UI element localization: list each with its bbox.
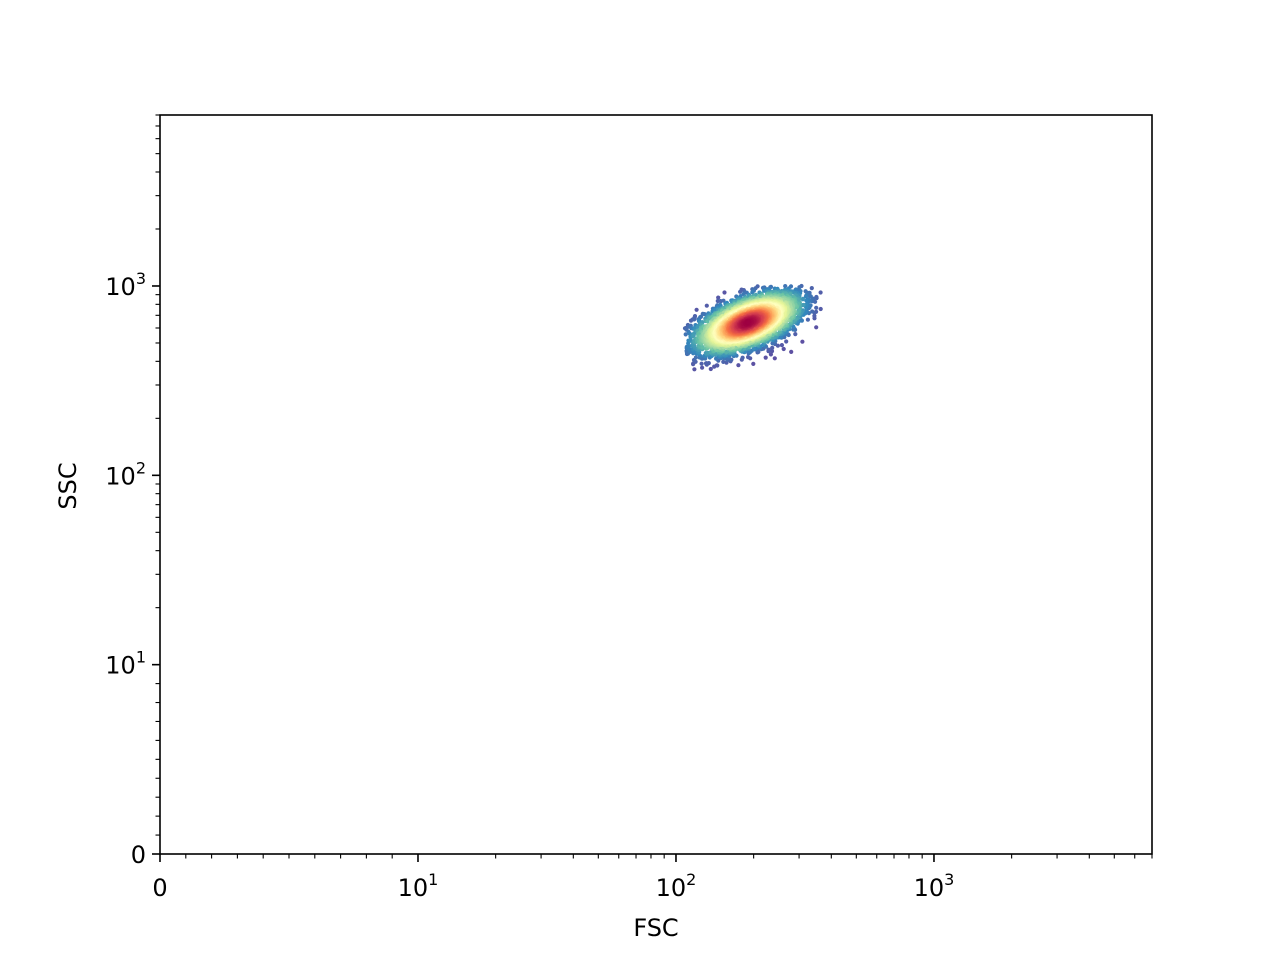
y-tick-label: 101 [105,648,146,680]
scatter-point [693,355,699,360]
x-axis-title: FSC [633,914,678,942]
y-axis-ticks: 0 101 102 103 [105,269,160,869]
scatter-point [812,313,817,318]
scatter-point [683,332,688,337]
scatter-point [818,290,823,295]
scatter-point [810,309,815,314]
scatter-point [722,290,727,295]
y-axis-title: SSC [54,462,82,509]
scatter-point [746,320,751,325]
scatter-point [704,303,709,308]
scatter-point [706,361,711,366]
scatter-point [700,345,705,350]
scatter-point [702,312,707,317]
scatter-point [805,317,811,322]
scatter-point [692,317,697,322]
scatter-point [705,319,710,324]
scatter-point [750,290,755,295]
scatter-point [769,349,775,354]
scatter-point [763,355,768,360]
scatter-points [682,283,823,372]
scatter-point [721,298,726,303]
scatter-point [814,296,819,301]
minor-ticks [155,114,1153,859]
scatter-point [804,298,809,303]
scatter-point [784,339,789,344]
scatter-point [768,352,774,357]
y-tick-label: 102 [105,458,146,490]
scatter-point [714,363,719,368]
scatter-point [716,295,721,300]
scatter-point [800,339,805,344]
scatter-point [751,361,756,366]
y-tick-label: 103 [105,269,146,301]
scatter-point [738,289,743,294]
scatter-point [793,332,798,337]
scatter-point [691,333,696,338]
scatter-point [736,363,741,368]
scatter-point [803,289,808,294]
scatter-point [740,355,745,360]
scatter-point [772,356,777,361]
scatter-point [770,345,775,350]
scatter-point [699,361,704,366]
scatter-point [766,347,771,352]
scatter-point [814,305,819,310]
x-tick-label: 101 [398,870,439,902]
scatter-point [746,355,751,360]
x-tick-label: 103 [914,870,955,902]
scatter-point [708,366,713,372]
scatter-point [694,307,699,312]
scatter-point [781,346,786,352]
scatter-point [803,294,809,299]
scatter-point [700,365,705,370]
scatter-point [721,359,726,364]
scatter-point [800,297,805,302]
scatter-point [692,367,697,372]
scatter-point [809,286,814,291]
scatter-point [783,284,788,289]
scatter-point [779,343,785,348]
scatter-point [800,303,805,308]
y-tick-label: 0 [131,841,146,869]
x-axis-ticks: 0 101 102 103 [152,854,954,902]
x-tick-label: 102 [656,870,697,902]
scatter-point [789,349,794,354]
scatter-point [814,325,819,330]
scatter-point [807,293,812,298]
scatter-point [724,349,729,354]
x-tick-label: 0 [152,874,167,902]
scatter-point [818,306,823,312]
